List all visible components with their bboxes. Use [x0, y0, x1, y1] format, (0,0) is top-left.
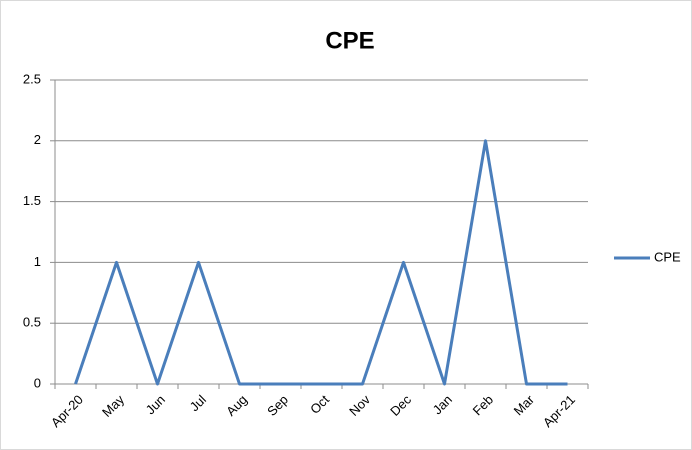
data-line: [74, 139, 568, 386]
y-tick-label: 0: [34, 375, 41, 390]
y-tick-label: 2.5: [23, 71, 41, 86]
legend-label: CPE: [654, 249, 681, 264]
y-tick-label: 2: [34, 132, 41, 147]
y-tick-label: 0.5: [23, 315, 41, 330]
y-tick-label: 1: [34, 254, 41, 269]
y-tick-label: 1.5: [23, 193, 41, 208]
chart-title: CPE: [325, 27, 374, 54]
